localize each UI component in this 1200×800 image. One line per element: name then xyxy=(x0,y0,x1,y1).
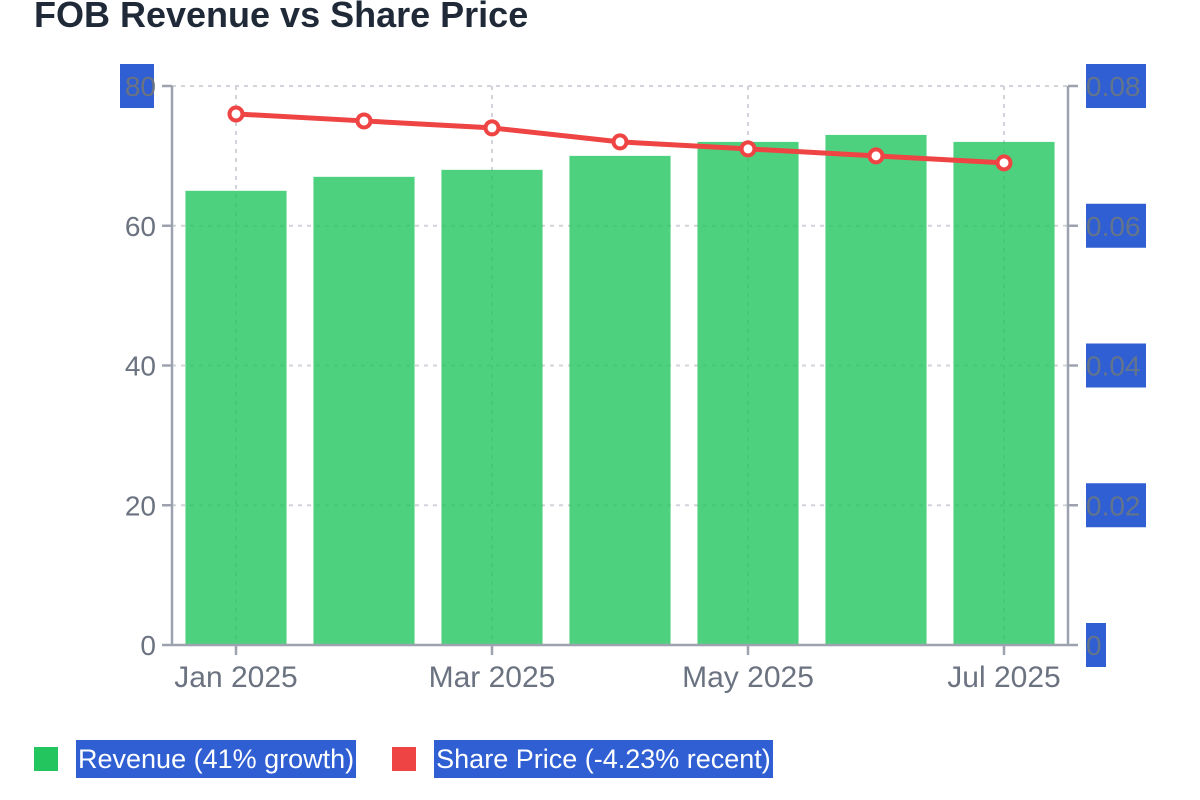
x-tick-label: Jan 2025 xyxy=(174,661,297,694)
y-right-tick-label: 0.08 xyxy=(1086,71,1141,102)
y-left-tick-label: 80 xyxy=(125,71,156,102)
bar-revenue-2025-04 xyxy=(569,155,671,645)
bar-revenue-2025-05 xyxy=(697,141,799,645)
point-share-price-2025-01 xyxy=(227,105,245,123)
x-tick-label: May 2025 xyxy=(682,661,814,694)
y-left-tick-label: 0 xyxy=(140,630,156,661)
y-right-tick-highlight xyxy=(1086,483,1146,528)
legend-swatch-revenue xyxy=(34,747,58,771)
y-left-tick-label: 40 xyxy=(125,351,156,382)
point-share-price-2025-02 xyxy=(355,112,373,130)
legend-item-revenue[interactable]: Revenue (41% growth) xyxy=(34,740,357,778)
legend-swatch-share-price xyxy=(392,747,417,771)
point-share-price-2025-06 xyxy=(867,147,885,165)
y-right-tick-highlight xyxy=(1086,64,1146,108)
point-share-price-2025-05 xyxy=(739,140,757,158)
y-right-tick-label: 0.02 xyxy=(1086,490,1141,521)
y-left-tick-label: 20 xyxy=(125,490,156,521)
y-right-tick-highlight xyxy=(1086,203,1146,248)
legend-label-revenue: Revenue (41% growth) xyxy=(76,740,357,778)
bar-revenue-2025-07 xyxy=(953,141,1055,645)
y-right-tick-label: 0.06 xyxy=(1086,211,1141,242)
point-share-price-2025-07 xyxy=(995,154,1013,172)
x-tick-label: Mar 2025 xyxy=(429,661,556,694)
bar-revenue-2025-01 xyxy=(185,190,287,645)
legend-label-share-price: Share Price (-4.23% recent) xyxy=(434,740,773,778)
x-tick-label: Jul 2025 xyxy=(947,661,1060,694)
point-share-price-2025-04 xyxy=(611,133,629,151)
y-right-tick-label: 0 xyxy=(1086,630,1102,661)
chart-title: FOB Revenue vs Share Price xyxy=(34,0,529,35)
y-left-tick-label: 60 xyxy=(125,211,156,242)
y-left-tick-highlight xyxy=(120,64,154,108)
point-share-price-2025-03 xyxy=(483,119,501,137)
legend: Revenue (41% growth) Share Price (-4.23%… xyxy=(34,740,809,778)
legend-item-share-price[interactable]: Share Price (-4.23% recent) xyxy=(392,740,773,778)
bar-revenue-2025-06 xyxy=(825,134,927,645)
y-right-tick-highlight xyxy=(1086,343,1146,388)
y-right-tick-label: 0.04 xyxy=(1086,351,1141,382)
y-right-tick-highlight xyxy=(1086,623,1106,667)
bar-revenue-2025-03 xyxy=(441,169,543,645)
bar-revenue-2025-02 xyxy=(313,176,415,645)
